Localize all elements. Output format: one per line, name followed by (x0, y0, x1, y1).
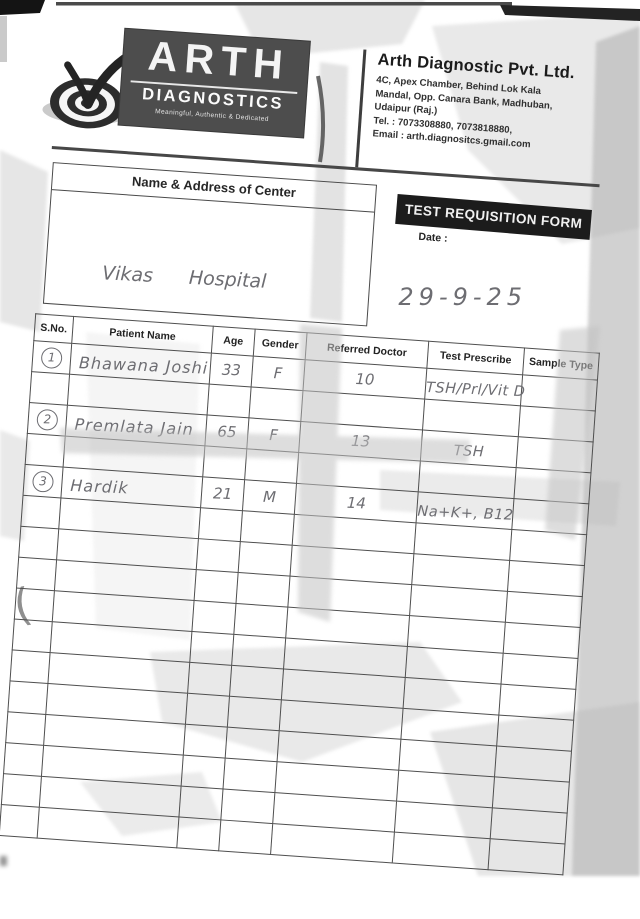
cell-age (176, 816, 221, 851)
cell-gender (244, 448, 299, 484)
cell-age: 21 (200, 476, 245, 511)
cell-sample (498, 684, 576, 721)
cell-sample (511, 498, 589, 535)
cell-sno (0, 804, 40, 839)
cell-gender (225, 727, 280, 762)
handwritten-test: Na+K+, B12 (417, 503, 514, 524)
cell-sno (25, 433, 66, 468)
arth-diagnostics-logo: ARTH DIAGNOSTICS Meaningful, Authentic &… (118, 28, 310, 138)
cell-age (202, 445, 247, 480)
company-info-block: Arth Diagnostic Pvt. Ltd. 4C, Apex Chamb… (372, 51, 620, 158)
letterhead-vertical-divider (355, 49, 367, 168)
cell-sample (488, 838, 566, 875)
handwritten-age: 21 (212, 483, 233, 503)
cell-gender (248, 386, 303, 422)
cell-gender (223, 758, 278, 793)
cell-age (183, 724, 228, 759)
handwritten-name: Hardik (69, 475, 130, 498)
handwritten-center-name: Vikas Hospital (101, 262, 267, 293)
handwritten-gender: F (269, 425, 279, 444)
cell-test (392, 832, 491, 870)
cell-age: 33 (209, 353, 254, 387)
cell-gender (233, 603, 288, 638)
handwritten-date: 29-9-25 (398, 283, 528, 312)
cell-gender: F (251, 356, 306, 391)
cell-gender (235, 572, 291, 608)
cell-sno (3, 742, 44, 777)
cell-sno (29, 371, 70, 406)
cell-age (196, 538, 241, 573)
cell-sno (12, 619, 53, 653)
handwritten-sno: 1 (41, 346, 63, 369)
cell-sno (1, 773, 42, 808)
cell-gender (220, 788, 275, 824)
cell-age (198, 507, 243, 542)
header-age: Age (211, 326, 256, 357)
center-box-label: Name & Address of Center (51, 163, 376, 213)
header-gender: Gender (253, 329, 308, 360)
cell-age (181, 755, 226, 789)
cell-gender (227, 696, 282, 731)
cell-sno (16, 557, 57, 591)
cell-age (189, 631, 234, 666)
target-dartboard-icon (42, 46, 141, 129)
cell-sample (492, 776, 570, 814)
cell-sample (520, 374, 598, 412)
cell-age (194, 569, 239, 604)
handwritten-test: TSH/Prl/Vit D (425, 379, 526, 401)
header-sno: S.No. (33, 313, 74, 344)
handwritten-name: Bhawana Joshi (78, 353, 209, 378)
cell-gender: F (246, 417, 301, 453)
cell-sample (507, 560, 585, 597)
cell-sample (496, 715, 574, 752)
requisition-table-body: 1 Bhawana Joshi 33 F 10 TSH/Prl/Vit D 2 Premlat… (0, 340, 598, 875)
handwritten-doctor: 10 (355, 369, 375, 389)
cell-gender (238, 541, 293, 577)
cell-age (191, 600, 236, 635)
cell-gender (240, 510, 295, 546)
handwritten-age: 65 (217, 422, 237, 441)
cell-age (187, 662, 232, 697)
cell-gender (231, 634, 286, 669)
handwritten-sno: 2 (36, 408, 59, 431)
cell-sample (505, 591, 583, 628)
cell-sample (516, 436, 594, 473)
cell-gender (229, 665, 284, 700)
cell-age (185, 693, 230, 728)
cell-sno: 3 (23, 464, 64, 498)
cell-age: 65 (204, 414, 249, 449)
cell-age (207, 384, 252, 418)
cell-age (178, 786, 224, 820)
handwritten-doctor: 14 (346, 493, 367, 512)
cell-sno (20, 495, 61, 529)
handwritten-sno: 3 (32, 470, 54, 492)
cell-gender: M (242, 479, 297, 515)
handwritten-doctor: 13 (350, 431, 371, 451)
requisition-table: S.No. Patient Name Age Gender Referred D… (0, 313, 600, 875)
handwritten-gender: F (273, 363, 283, 382)
cell-sample (490, 807, 568, 844)
cell-sno (7, 680, 48, 715)
center-name-address-box: Name & Address of Center Vikas Hospital (42, 162, 378, 327)
handwritten-gender: M (262, 487, 277, 506)
date-label: Date : (418, 230, 449, 245)
handwritten-test: TSH (453, 443, 485, 461)
cell-sno (14, 588, 55, 622)
cell-sno (5, 711, 46, 746)
cell-sample (518, 405, 596, 442)
cell-sample (503, 622, 581, 659)
handwritten-name: Premlata Jain (74, 414, 195, 439)
handwritten-age: 33 (221, 360, 242, 379)
cell-sample (509, 529, 587, 566)
cell-sample (494, 745, 572, 783)
cell-gender (218, 819, 273, 855)
cell-sno: 2 (27, 402, 68, 437)
cell-sno (10, 649, 51, 684)
cell-sno: 1 (31, 340, 72, 375)
cell-sno (18, 526, 59, 560)
